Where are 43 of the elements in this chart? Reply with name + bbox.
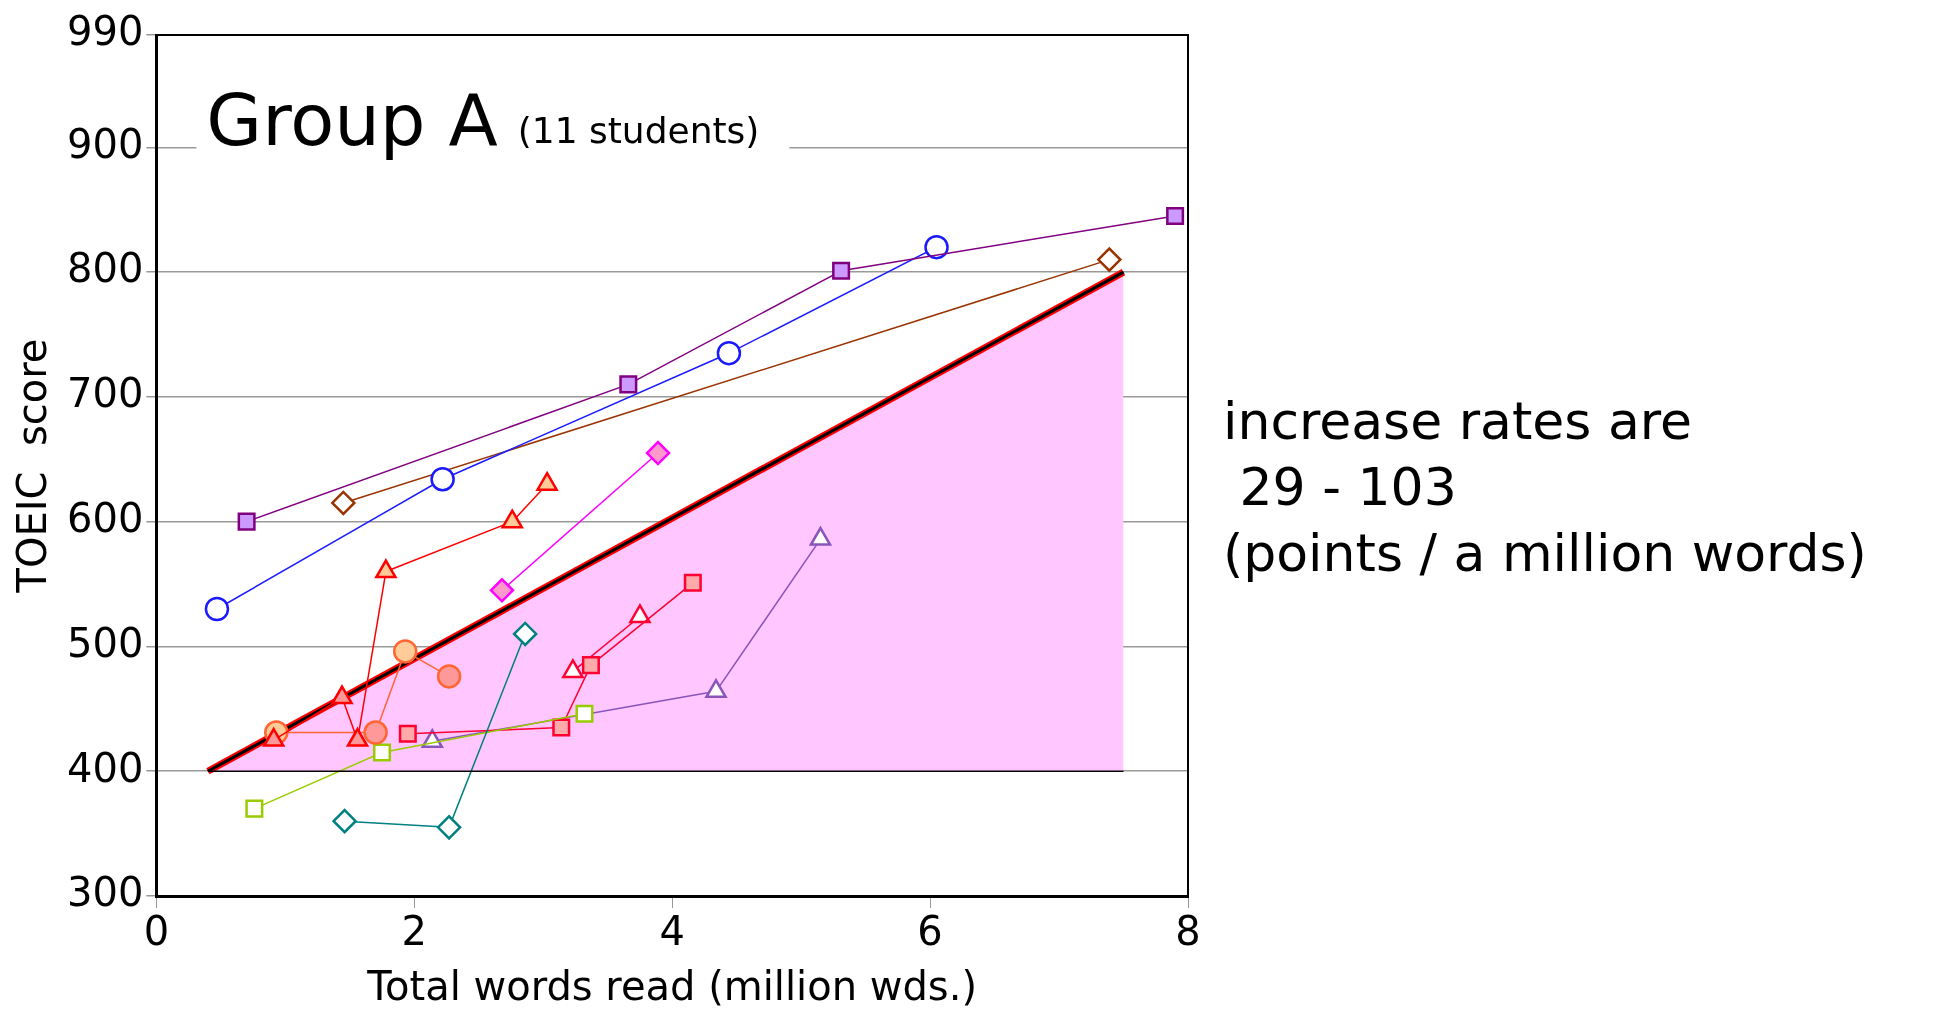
x-tick-label: 4 xyxy=(659,908,685,955)
x-axis-title: Total words read (million wds.) xyxy=(366,963,977,1010)
point xyxy=(552,718,571,737)
point xyxy=(1166,206,1185,225)
point xyxy=(489,578,515,603)
point xyxy=(204,596,230,622)
point xyxy=(512,621,538,647)
text: (11 students) xyxy=(517,110,760,151)
text: increase rates are 29 - 103 (points / a million words) xyxy=(1223,390,1867,585)
point xyxy=(245,799,264,818)
point xyxy=(575,704,594,723)
point xyxy=(832,261,851,280)
point xyxy=(716,340,742,366)
point xyxy=(398,724,417,743)
point xyxy=(683,573,702,592)
point xyxy=(581,656,600,675)
x-tick-label: 8 xyxy=(1175,908,1201,955)
point xyxy=(619,375,638,394)
point xyxy=(645,440,671,466)
point xyxy=(430,466,455,492)
y-tick-label: 900 xyxy=(66,120,144,167)
y-tick-label: 300 xyxy=(66,869,144,916)
y-tick-label: 700 xyxy=(66,370,144,417)
point xyxy=(436,815,462,840)
point xyxy=(436,664,462,689)
y-tick-label: 600 xyxy=(66,495,144,542)
y-axis-title: TOEIC score xyxy=(9,338,56,594)
y-tick-label: 500 xyxy=(66,619,144,666)
point xyxy=(1097,247,1122,272)
x-tick-label: 2 xyxy=(401,908,427,955)
text: Group A xyxy=(206,78,498,162)
point xyxy=(363,720,388,745)
point xyxy=(924,234,949,260)
point xyxy=(392,639,418,664)
x-tick-label: 6 xyxy=(917,908,943,955)
point xyxy=(372,743,392,762)
point xyxy=(331,490,356,516)
point xyxy=(332,808,357,834)
y-tick-label: 400 xyxy=(66,744,144,791)
y-tick-label: 800 xyxy=(66,245,144,292)
x-tick-label: 0 xyxy=(143,908,170,955)
y-tick-label: 990 xyxy=(66,8,144,55)
point xyxy=(237,512,256,531)
